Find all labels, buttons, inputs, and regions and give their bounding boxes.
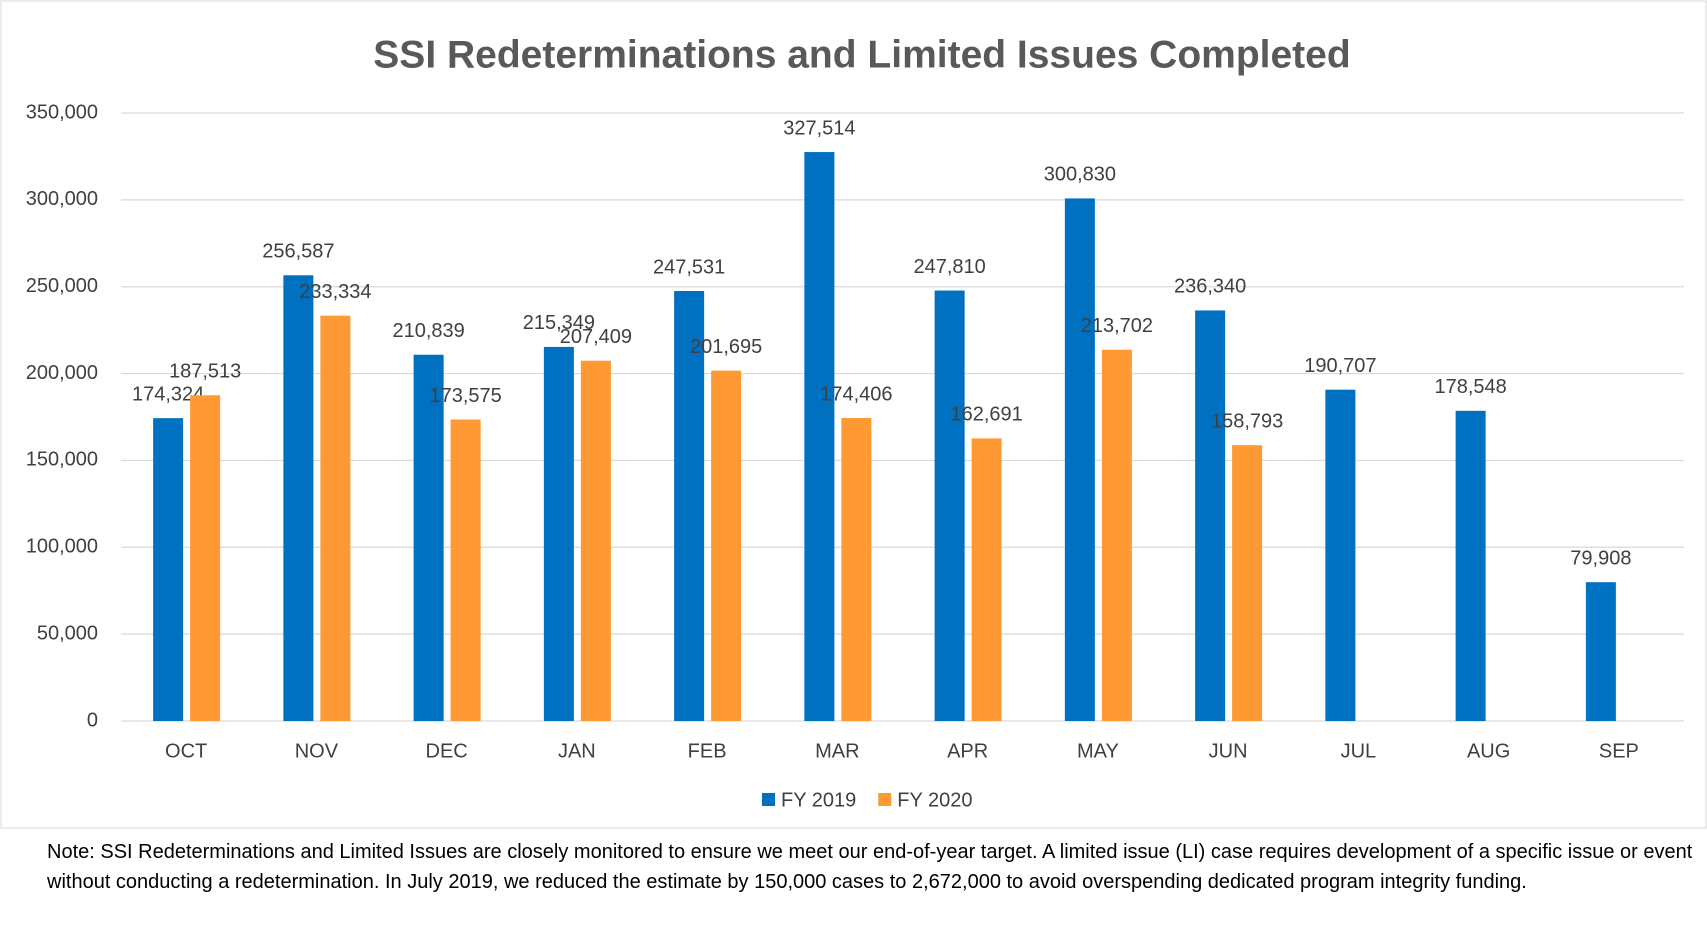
bar	[971, 438, 1002, 721]
data-label: 256,587	[262, 241, 334, 263]
x-tick-label: AUG	[1467, 740, 1510, 762]
data-label: 236,340	[1174, 276, 1246, 298]
y-tick-label: 200,000	[26, 362, 98, 384]
x-tick-label: MAR	[815, 740, 859, 762]
bar	[320, 315, 351, 721]
bar	[1585, 582, 1616, 721]
data-label: 233,334	[299, 281, 371, 303]
x-tick-label: FEB	[688, 740, 727, 762]
data-label: 247,810	[913, 256, 985, 278]
y-tick-label: 350,000	[26, 101, 98, 123]
bar	[543, 346, 574, 721]
bar	[934, 290, 965, 721]
legend-label: FY 2019	[781, 789, 856, 811]
bar	[804, 152, 835, 721]
bar	[1455, 410, 1486, 721]
x-tick-label: JUL	[1341, 740, 1377, 762]
bar	[153, 418, 184, 721]
bar	[1064, 198, 1095, 722]
chart-border	[0, 0, 1707, 829]
x-tick-label: DEC	[426, 740, 468, 762]
data-label: 201,695	[690, 336, 762, 358]
y-tick-label: 250,000	[26, 275, 98, 297]
y-tick-label: 0	[87, 709, 98, 731]
y-tick-label: 100,000	[26, 536, 98, 558]
x-tick-label: OCT	[165, 740, 207, 762]
data-label: 187,513	[169, 361, 241, 383]
x-tick-label: APR	[947, 740, 988, 762]
chart: SSI Redeterminations and Limited Issues …	[0, 0, 1707, 829]
data-label: 79,908	[1570, 547, 1631, 569]
data-label: 300,830	[1044, 164, 1116, 186]
legend-swatch	[762, 793, 775, 806]
bar	[1325, 389, 1356, 721]
legend-label: FY 2020	[897, 789, 972, 811]
bar	[1195, 310, 1226, 721]
bar	[711, 370, 742, 721]
bar	[1101, 349, 1132, 721]
data-label: 173,575	[429, 385, 501, 407]
bar	[674, 291, 705, 721]
bar	[450, 419, 481, 721]
x-tick-label: NOV	[295, 740, 339, 762]
data-label: 174,406	[820, 383, 892, 405]
bar	[283, 275, 314, 721]
bar	[1232, 445, 1263, 721]
chart-title: SSI Redeterminations and Limited Issues …	[373, 33, 1350, 76]
data-label: 213,702	[1081, 315, 1153, 337]
y-tick-label: 150,000	[26, 449, 98, 471]
bar	[190, 395, 221, 721]
data-label: 178,548	[1434, 376, 1506, 398]
x-tick-label: JAN	[558, 740, 596, 762]
note: Note: SSI Redeterminations and Limited I…	[47, 841, 1693, 893]
data-label: 215,349	[523, 312, 595, 334]
data-label: 207,409	[560, 326, 632, 348]
data-label: 210,839	[392, 320, 464, 342]
bar	[580, 360, 611, 721]
x-tick-label: SEP	[1599, 740, 1639, 762]
x-tick-label: MAY	[1077, 740, 1119, 762]
bar	[413, 354, 444, 721]
data-label: 174,324	[132, 383, 204, 405]
y-tick-label: 50,000	[37, 622, 98, 644]
data-label: 190,707	[1304, 355, 1376, 377]
bar	[841, 418, 872, 721]
data-label: 327,514	[783, 117, 855, 139]
legend-swatch	[878, 793, 892, 806]
x-tick-label: JUN	[1209, 740, 1248, 762]
data-label: 162,691	[950, 404, 1022, 426]
data-label: 247,531	[653, 256, 725, 278]
data-label: 158,793	[1211, 410, 1283, 432]
y-tick-label: 300,000	[26, 188, 98, 210]
